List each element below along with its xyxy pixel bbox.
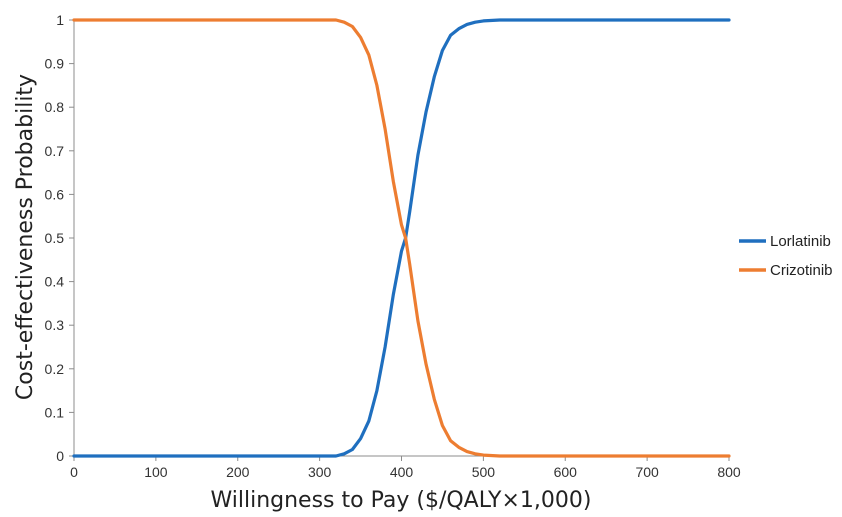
axes	[69, 19, 730, 461]
x-tick-label: 400	[390, 464, 414, 480]
x-tick-labels: 0 100 200 300 400 500 600 700 800	[70, 464, 741, 480]
x-tick-label: 800	[717, 464, 741, 480]
y-tick-label: 0.3	[45, 317, 65, 333]
legend-label-lorlatinib: Lorlatinib	[770, 233, 831, 250]
y-tick-label: 0.6	[45, 186, 65, 202]
x-tick-label: 200	[226, 464, 250, 480]
x-tick-label: 700	[635, 464, 659, 480]
series-lines	[72, 18, 731, 458]
y-tick-label: 0.9	[45, 56, 65, 72]
x-tick-label: 300	[308, 464, 332, 480]
y-tick-label: 0	[56, 448, 64, 464]
x-tick-label: 100	[144, 464, 168, 480]
legend-label-crizotinib: Crizotinib	[770, 262, 833, 279]
series-line-lorlatinib	[72, 18, 731, 458]
x-tick-label: 0	[70, 464, 78, 480]
y-tick-label: 0.8	[45, 99, 65, 115]
y-tick-label: 1	[56, 12, 64, 28]
y-tick-label: 0.2	[45, 361, 65, 377]
y-tick-label: 0.7	[45, 143, 65, 159]
y-tick-label: 0.4	[45, 274, 65, 290]
y-tick-labels: 0 0.1 0.2 0.3 0.4 0.5 0.6 0.7 0.8 0.9 1	[45, 12, 65, 464]
x-tick-label: 500	[472, 464, 496, 480]
x-axis-title: Willingness to Pay ($/QALY×1,000)	[210, 488, 591, 513]
y-tick-label: 0.5	[45, 230, 65, 246]
y-tick-label: 0.1	[45, 404, 65, 420]
y-axis-title: Cost-effectiveness Probability	[13, 74, 38, 400]
legend: Lorlatinib Crizotinib	[739, 233, 833, 279]
x-tick-label: 600	[554, 464, 578, 480]
series-line-crizotinib	[72, 18, 731, 458]
